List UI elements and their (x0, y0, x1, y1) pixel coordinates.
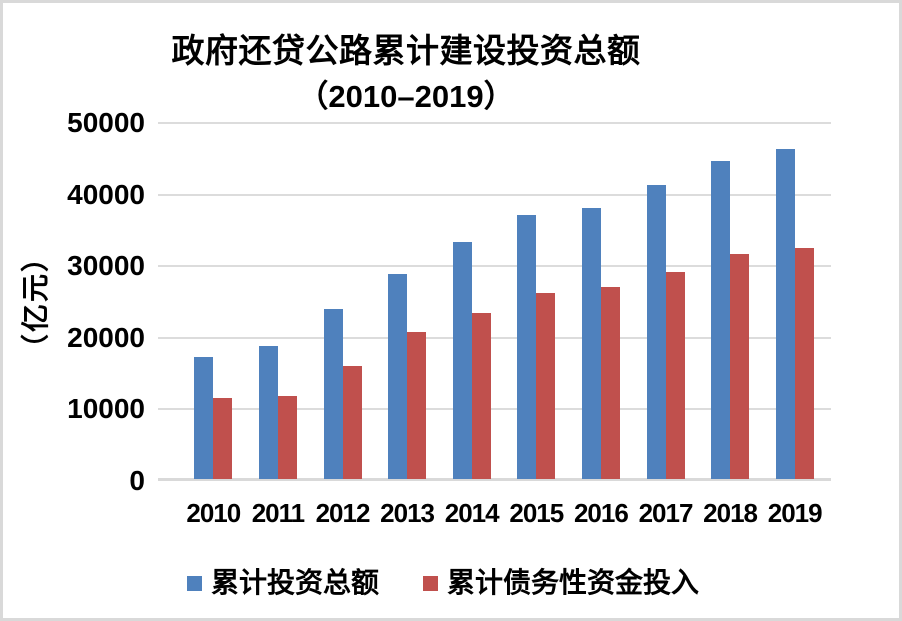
legend-item-debt: 累计债务性资金投入 (423, 568, 699, 598)
chart-title: 政府还贷公路累计建设投资总额 （2010–2019） (103, 27, 709, 119)
x-axis-label: 2017 (638, 498, 694, 528)
bar-debt-2013 (407, 332, 427, 479)
bar-total-2013 (388, 274, 408, 479)
legend: 累计投资总额 累计债务性资金投入 (3, 568, 883, 598)
x-axis-label: 2016 (573, 498, 629, 528)
bar-total-2017 (646, 184, 666, 479)
bar-total-2012 (323, 308, 343, 479)
gridline (158, 408, 831, 411)
bar-debt-2019 (794, 248, 814, 479)
legend-swatch-icon (423, 575, 438, 591)
y-tick-label: 50000 (67, 107, 145, 138)
y-tick-label: 30000 (67, 250, 145, 282)
x-axis-label: 2015 (509, 498, 564, 528)
gridline (158, 193, 831, 196)
bar-debt-2015 (536, 293, 556, 479)
bar-debt-2012 (342, 366, 362, 479)
bar-total-2019 (775, 148, 795, 479)
bar-debt-2018 (730, 253, 750, 479)
y-tick-label: 10000 (67, 393, 145, 425)
gridline (158, 265, 831, 268)
legend-item-total: 累计投资总额 (186, 567, 379, 598)
x-axis-label: 2019 (767, 498, 823, 528)
bar-total-2010 (194, 357, 214, 479)
plot-area (158, 122, 831, 481)
bar-debt-2014 (471, 312, 491, 479)
x-axis-line (158, 478, 831, 481)
y-tick-label: 20000 (67, 321, 145, 353)
gridline (158, 336, 831, 339)
bar-debt-2017 (665, 271, 685, 479)
chart-title-line1: 政府还贷公路累计建设投资总额 (171, 32, 641, 69)
y-tick-label: 40000 (67, 178, 145, 210)
bar-debt-2011 (277, 396, 297, 479)
x-axis-label: 2018 (703, 498, 758, 528)
x-axis-label: 2013 (380, 498, 435, 528)
legend-label: 累计投资总额 (210, 567, 379, 598)
x-axis-label: 2010 (186, 498, 241, 528)
gridline (158, 122, 831, 124)
bar-total-2015 (517, 214, 537, 479)
bar-total-2018 (711, 160, 731, 479)
bar-total-2011 (258, 345, 278, 479)
x-axis-label: 2011 (251, 498, 305, 528)
legend-swatch-icon (186, 575, 202, 591)
bar-debt-2016 (600, 287, 620, 479)
legend-label: 累计债务性资金投入 (447, 567, 700, 598)
bar-total-2016 (581, 208, 601, 479)
chart-title-line2: （2010–2019） (297, 79, 515, 114)
bar-total-2014 (452, 242, 472, 479)
bar-debt-2010 (213, 397, 233, 479)
x-axis-label: 2014 (444, 498, 500, 528)
x-axis-label: 2012 (315, 498, 371, 528)
y-tick-label: 0 (129, 465, 145, 496)
